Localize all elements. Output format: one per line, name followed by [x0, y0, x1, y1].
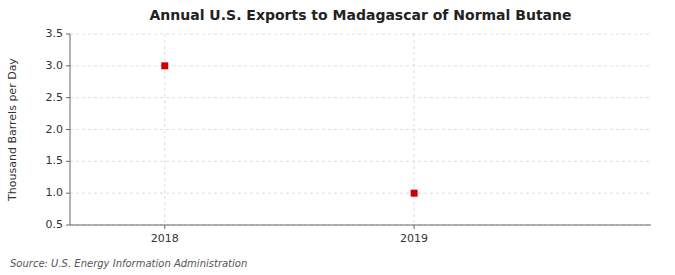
y-tick: [66, 65, 70, 66]
y-tick: [66, 97, 70, 98]
y-tick-label: 3.0: [46, 59, 64, 72]
y-grid-line: [70, 97, 651, 98]
y-grid-line: [70, 161, 651, 162]
y-tick-label: 2.5: [46, 91, 64, 104]
points: [161, 62, 417, 196]
y-axis-label: Thousand Barrels per Day: [6, 58, 19, 202]
x-axis-line: [70, 225, 651, 226]
chart-container: 0.5 1.0 1.5 2.0 2.5 3.0 3.5 2018 2019 Thousand Ba…: [0, 0, 675, 275]
axes: 0.5 1.0 1.5 2.0 2.5 3.0 3.5 2018 2019: [46, 27, 652, 245]
data-point: [411, 190, 418, 197]
y-grid-line: [70, 225, 651, 226]
x-tick-label: 2018: [151, 232, 179, 245]
chart-title: Annual U.S. Exports to Madagascar of Nor…: [150, 7, 572, 23]
x-tick: [414, 225, 415, 229]
y-tick-label: 2.0: [46, 123, 64, 136]
y-tick-label: 3.5: [46, 27, 64, 40]
y-tick: [66, 129, 70, 130]
y-tick-label: 1.5: [46, 154, 64, 167]
y-tick: [66, 225, 70, 226]
y-grid-line: [70, 34, 651, 35]
x-tick: [164, 225, 165, 229]
data-point: [161, 62, 168, 69]
y-grid-line: [70, 65, 651, 66]
y-tick: [66, 161, 70, 162]
y-tick-label: 0.5: [46, 218, 64, 231]
y-tick: [66, 34, 70, 35]
y-tick: [66, 193, 70, 194]
y-grid-line: [70, 193, 651, 194]
chart-svg: 0.5 1.0 1.5 2.0 2.5 3.0 3.5 2018 2019 Thousand Ba…: [0, 0, 675, 275]
y-grid-line: [70, 129, 651, 130]
y-tick-label: 1.0: [46, 186, 64, 199]
x-tick-label: 2019: [400, 232, 428, 245]
source-note: Source: U.S. Energy Information Administ…: [10, 258, 247, 269]
grid: [70, 34, 651, 225]
page: {"chart_data": {"type": "scatter", "titl…: [0, 0, 675, 275]
